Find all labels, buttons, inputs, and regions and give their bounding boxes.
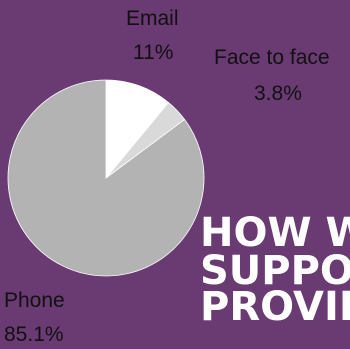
pie-slice-email	[105, 79, 170, 180]
pie-slice-phone	[7, 79, 205, 277]
chart-title-line-3: PROVIDE	[200, 284, 350, 330]
slice-value-email: 11%	[133, 41, 174, 64]
slice-label-email: Email	[126, 7, 179, 30]
slice-label-face-to-face: Face to face	[214, 46, 330, 69]
slice-value-face-to-face: 3.8%	[254, 82, 302, 105]
slice-label-phone: Phone	[4, 289, 65, 312]
chart-title-line-1: HOW WA	[200, 210, 350, 256]
slice-value-phone: 85.1%	[4, 323, 64, 346]
pie-slices	[7, 79, 205, 277]
chart-title-line-2: SUPPOR	[200, 248, 350, 294]
